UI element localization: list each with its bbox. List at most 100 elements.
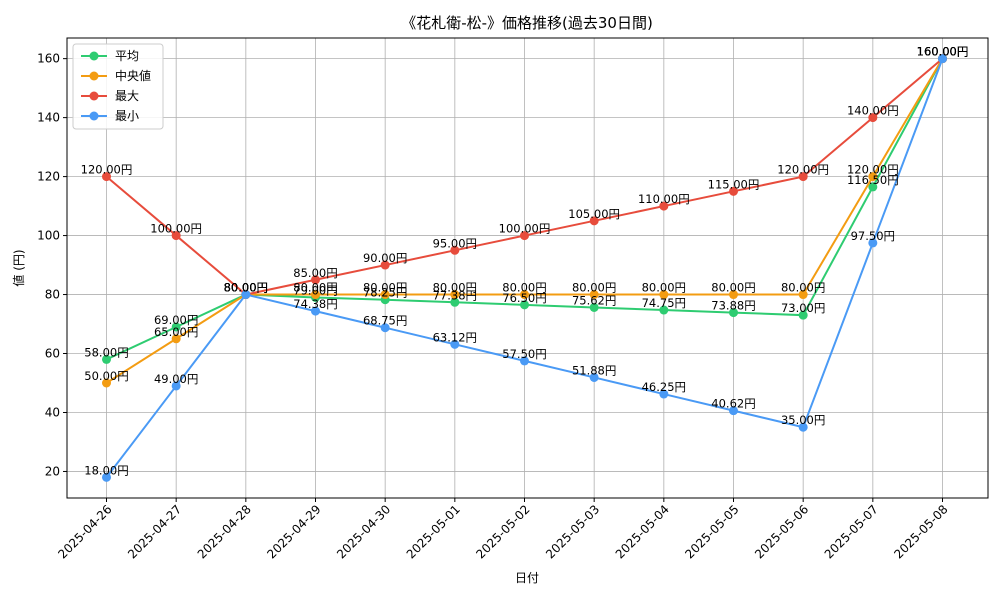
data-point xyxy=(171,381,181,391)
data-point xyxy=(241,290,251,300)
y-axis-label: 値 (円) xyxy=(11,249,26,286)
data-point xyxy=(102,378,111,388)
data-label: 18.00円 xyxy=(84,463,128,477)
data-label: 100.00円 xyxy=(150,222,202,236)
data-label: 68.75円 xyxy=(363,314,407,328)
data-point xyxy=(311,306,320,316)
data-point xyxy=(450,290,460,300)
data-point xyxy=(380,260,390,270)
data-label: 46.25円 xyxy=(642,380,686,394)
data-label: 79.00円 xyxy=(293,283,337,297)
legend-marker xyxy=(89,111,99,121)
data-label: 80.00円 xyxy=(781,281,825,295)
data-label: 74.75円 xyxy=(642,296,686,310)
data-label: 97.50円 xyxy=(851,229,895,243)
data-point xyxy=(450,339,460,349)
data-point xyxy=(520,290,529,300)
data-label: 35.00円 xyxy=(781,413,825,427)
data-point xyxy=(589,290,599,300)
data-point xyxy=(868,182,878,192)
data-label: 80.00円 xyxy=(502,281,546,295)
legend-marker xyxy=(89,51,99,61)
data-label: 110.00円 xyxy=(638,192,690,206)
y-tick-label: 60 xyxy=(45,347,60,361)
data-label: 80.00円 xyxy=(224,281,268,295)
data-label: 116.50円 xyxy=(847,173,899,187)
data-point xyxy=(171,231,181,241)
data-point xyxy=(102,354,111,364)
data-point xyxy=(938,54,947,64)
y-tick-label: 20 xyxy=(45,464,60,478)
data-label: 140.00円 xyxy=(847,104,899,118)
data-point xyxy=(380,290,390,300)
y-tick-label: 80 xyxy=(45,288,60,302)
series xyxy=(102,54,947,482)
data-label: 80.00円 xyxy=(572,281,616,295)
y-tick-label: 40 xyxy=(45,405,60,419)
legend-marker xyxy=(89,71,99,81)
data-point xyxy=(450,297,460,307)
data-label: 120.00円 xyxy=(847,163,899,177)
data-point xyxy=(171,322,181,332)
data-label: 80.00円 xyxy=(642,281,686,295)
data-point xyxy=(102,472,111,482)
data-label: 74.38円 xyxy=(293,297,337,311)
data-point xyxy=(798,310,808,320)
data-point xyxy=(589,216,599,226)
data-label: 80.00円 xyxy=(293,281,337,295)
data-point xyxy=(729,186,738,196)
data-label: 160.00円 xyxy=(917,45,969,59)
data-point xyxy=(589,372,599,382)
legend-label: 平均 xyxy=(115,49,139,63)
data-point xyxy=(311,290,320,300)
data-point xyxy=(450,245,460,255)
data-point xyxy=(729,406,738,416)
y-tick-label: 140 xyxy=(37,111,60,125)
data-label: 80.00円 xyxy=(224,281,268,295)
data-label: 80.00円 xyxy=(711,281,755,295)
data-point xyxy=(798,422,808,432)
data-label: 100.00円 xyxy=(499,222,551,236)
data-point xyxy=(520,300,529,310)
plot-frame xyxy=(66,37,989,499)
data-point xyxy=(798,172,808,182)
data-label: 80.00円 xyxy=(433,281,477,295)
data-point xyxy=(868,113,878,123)
data-point xyxy=(520,231,529,241)
data-label: 120.00円 xyxy=(81,163,133,177)
data-label: 58.00円 xyxy=(84,345,128,359)
data-label: 57.50円 xyxy=(502,347,546,361)
legend-box xyxy=(72,43,164,130)
data-point xyxy=(729,308,738,318)
data-label: 85.00円 xyxy=(293,266,337,280)
data-point xyxy=(729,290,738,300)
data-label: 75.62円 xyxy=(572,293,616,307)
data-label: 49.00円 xyxy=(154,372,198,386)
legend-label: 最大 xyxy=(115,89,139,103)
data-label: 76.50円 xyxy=(502,291,546,305)
data-label: 80.00円 xyxy=(224,281,268,295)
data-label: 40.62円 xyxy=(711,397,755,411)
legend-label: 中央値 xyxy=(115,68,151,83)
x-axis-label: 日付 xyxy=(515,571,539,585)
data-label: 63.12円 xyxy=(433,330,477,344)
data-label: 50.00円 xyxy=(84,369,128,383)
y-tick-label: 120 xyxy=(37,170,60,184)
data-label: 73.00円 xyxy=(781,301,825,315)
data-label: 160.00円 xyxy=(917,45,969,59)
data-point xyxy=(868,172,878,182)
data-point xyxy=(659,290,669,300)
data-label: 51.88円 xyxy=(572,363,616,377)
data-point xyxy=(102,172,111,182)
legend-marker xyxy=(89,91,99,101)
data-label: 160.00円 xyxy=(917,45,969,59)
data-point xyxy=(589,302,599,312)
data-point xyxy=(868,238,878,248)
y-tick-label: 160 xyxy=(37,52,60,66)
data-label: 120.00円 xyxy=(777,163,829,177)
data-label: 80.00円 xyxy=(363,281,407,295)
